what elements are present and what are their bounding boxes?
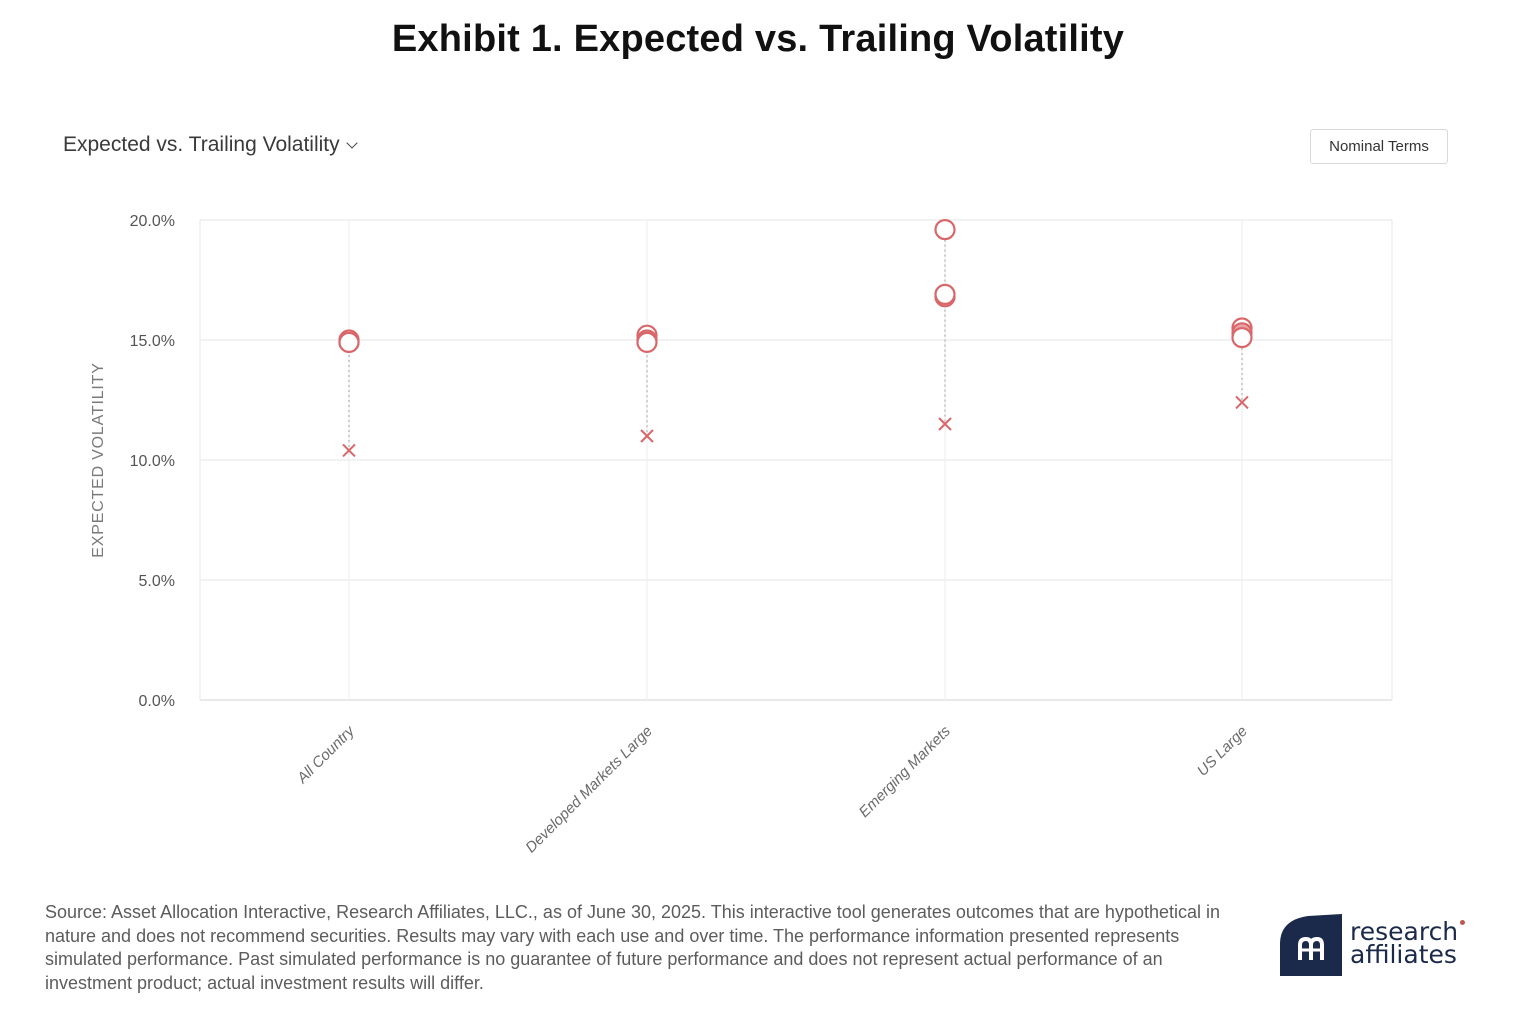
open-circle-marker xyxy=(636,331,658,353)
open-circle-marker xyxy=(934,219,956,241)
cross-marker xyxy=(938,417,952,431)
logo-line-1: research xyxy=(1350,917,1459,946)
research-affiliates-logo-icon xyxy=(1280,914,1342,976)
cross-marker xyxy=(640,429,654,443)
chart-grid xyxy=(199,219,1393,701)
volatility-chart: 0.0% 5.0% 10.0% 15.0% 20.0% EXPECTED VOLATIL… xyxy=(90,213,1393,857)
y-tick-label: 5.0% xyxy=(139,573,175,590)
logo-line-2: affiliates xyxy=(1350,940,1457,969)
logo-wordmark: research affiliates xyxy=(1350,917,1459,969)
logo-registered-dot xyxy=(1460,920,1465,925)
y-axis-title: EXPECTED VOLATILITY xyxy=(90,362,107,557)
open-circle-marker xyxy=(338,331,360,353)
cross-marker xyxy=(1235,395,1249,410)
exhibit-title: Exhibit 1. Expected vs. Trailing Volatil… xyxy=(391,18,1125,60)
x-axis-categories: All Country Developed Markets Large Emergi… xyxy=(293,722,1251,857)
x-category-label: Developed Markets Large xyxy=(522,723,655,856)
x-category-label: US Large xyxy=(1194,723,1251,780)
source-note: Source: Asset Allocation Interactive, Re… xyxy=(45,902,1221,993)
research-affiliates-logo: research affiliates xyxy=(1280,914,1470,980)
y-tick-label: 10.0% xyxy=(130,453,175,470)
open-circle-marker xyxy=(1231,327,1253,349)
chart-markers xyxy=(338,219,1253,458)
y-tick-label: 0.0% xyxy=(139,693,175,710)
open-circle-marker xyxy=(934,283,956,305)
nominal-terms-button[interactable]: Nominal Terms xyxy=(1310,129,1448,164)
chart-selector-label: Expected vs. Trailing Volatility xyxy=(63,133,340,156)
y-axis-ticks: 0.0% 5.0% 10.0% 15.0% 20.0% xyxy=(130,213,175,710)
cross-marker xyxy=(342,443,356,458)
y-tick-label: 20.0% xyxy=(130,213,175,230)
x-category-label: Emerging Markets xyxy=(856,722,954,820)
y-tick-label: 15.0% xyxy=(130,333,175,350)
chart-selector-dropdown[interactable]: Expected vs. Trailing Volatility xyxy=(63,133,358,157)
x-category-label: All Country xyxy=(293,722,359,788)
